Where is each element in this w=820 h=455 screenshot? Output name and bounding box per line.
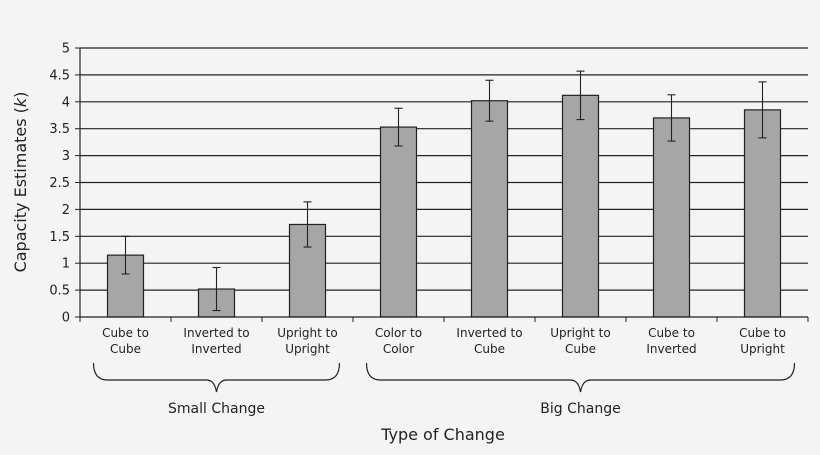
group-brace [365, 362, 796, 393]
x-category-label-line: Inverted [191, 342, 241, 356]
bar [743, 109, 782, 318]
x-category-label: Color to Color [375, 326, 422, 356]
x-category-label: Upright to Cube [550, 326, 610, 356]
group-label: Big Change [540, 401, 620, 417]
y-axis-title-var: k [11, 97, 30, 107]
x-category-label-line: Cube [110, 342, 141, 356]
error-bars [121, 70, 767, 312]
group-braces: Small Change Big Change [92, 362, 796, 417]
group-brace [92, 362, 341, 393]
x-category-label-line: Upright to [277, 326, 337, 340]
x-category-label-line: Color [383, 342, 414, 356]
y-axis-title-text: Capacity Estimates ( [11, 107, 30, 272]
x-category-label-line: Upright [285, 342, 330, 356]
y-tick-label: 5 [62, 42, 70, 57]
x-category-label-line: Inverted to [456, 326, 522, 340]
x-category-label-line: Cube to [102, 326, 149, 340]
y-tick-label: 3.5 [49, 122, 70, 137]
x-category-label-line: Upright to [550, 326, 610, 340]
x-category-label-line: Inverted to [183, 326, 249, 340]
x-category-label: Cube to Upright [739, 326, 786, 356]
x-category-label-line: Cube to [648, 326, 695, 340]
x-category-label-line: Cube [474, 342, 505, 356]
x-category-label-line: Color to [375, 326, 422, 340]
bar [561, 94, 600, 318]
group-label: Small Change [168, 401, 265, 417]
x-category-label-line: Inverted [646, 342, 696, 356]
y-tick-label: 3 [62, 149, 70, 164]
x-category-label: Cube to Inverted [646, 326, 696, 356]
bar [652, 117, 691, 318]
x-category-label: Cube to Cube [102, 326, 149, 356]
x-category-label-line: Cube to [739, 326, 786, 340]
y-tick-label: 2.5 [49, 176, 70, 191]
x-category-labels: Cube to Cube Inverted to Inverted Upright to… [102, 326, 786, 356]
bar [379, 126, 418, 318]
y-tick-label: 2 [62, 203, 70, 218]
x-category-label-line: Upright [740, 342, 785, 356]
x-axis-title: Type of Change [380, 425, 505, 444]
axes [79, 48, 809, 322]
gridlines [75, 47, 808, 318]
x-category-label-line: Cube [565, 342, 596, 356]
y-axis-title: Capacity Estimates (k) [11, 92, 30, 273]
y-tick-labels: 0 0.5 1 1.5 2 2.5 3 3.5 4 4.5 5 [49, 42, 70, 326]
y-tick-label: 1.5 [49, 230, 70, 245]
x-category-label: Inverted to Cube [456, 326, 522, 356]
y-tick-label: 0.5 [49, 284, 70, 299]
x-category-label: Inverted to Inverted [183, 326, 249, 356]
y-tick-label: 0 [62, 311, 70, 326]
y-tick-label: 1 [62, 257, 70, 272]
bar [470, 100, 509, 318]
y-tick-label: 4 [62, 95, 70, 110]
x-category-label: Upright to Upright [277, 326, 337, 356]
y-tick-label: 4.5 [49, 68, 70, 83]
y-axis-title-close: ) [11, 92, 30, 98]
